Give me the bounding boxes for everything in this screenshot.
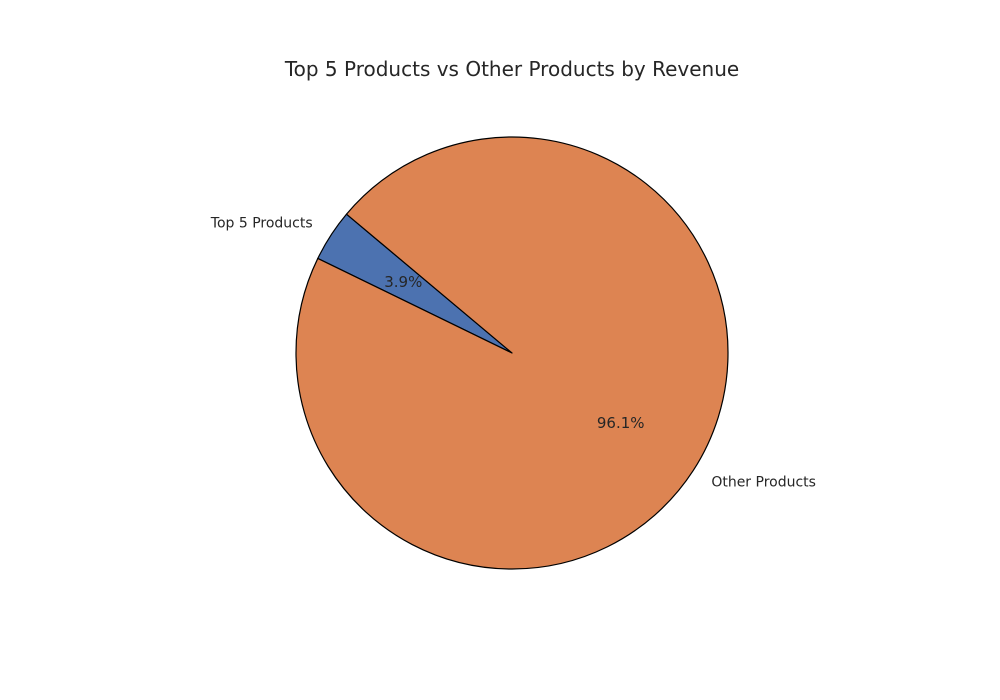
pie-slice-other-products — [295, 136, 729, 570]
pie-labels: Top 5 Products 3.9% Other Products 96.1% — [210, 216, 816, 491]
percent-label-other-products: 96.1% — [597, 414, 645, 432]
pie-slices — [295, 136, 729, 570]
chart-title: Top 5 Products vs Other Products by Reve… — [284, 57, 739, 81]
slice-label-top-5-products: Top 5 Products — [210, 216, 313, 232]
percent-label-top-5-products: 3.9% — [384, 273, 422, 291]
slice-label-other-products: Other Products — [711, 474, 816, 490]
